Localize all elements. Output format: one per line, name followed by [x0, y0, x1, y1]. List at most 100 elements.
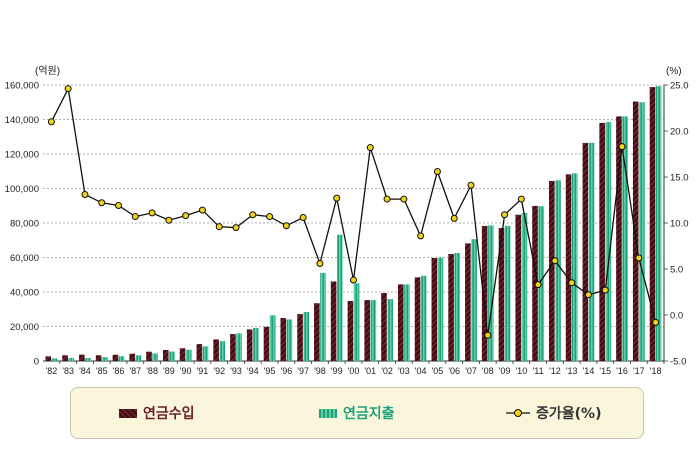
bar-expense — [169, 351, 175, 361]
rate-point — [383, 195, 391, 203]
rate-point — [249, 211, 257, 219]
rate-point — [584, 291, 592, 299]
x-tick-label: '06 — [448, 366, 460, 376]
y-left-tick-label: 80,000 — [10, 219, 39, 230]
bar-expense — [437, 257, 444, 361]
x-tick-label: '15 — [599, 366, 611, 376]
bar-expense — [118, 356, 125, 361]
bar-income — [179, 348, 186, 361]
bar-income — [297, 314, 303, 361]
bar-income — [565, 174, 572, 361]
rate-point — [618, 143, 626, 151]
bar-expense — [269, 315, 276, 361]
x-tick-label: '00 — [348, 366, 360, 376]
rate-point — [316, 259, 324, 267]
bar-income — [397, 284, 404, 361]
x-tick-label: '84 — [79, 366, 91, 376]
bar-income — [230, 334, 236, 361]
bar-expense — [152, 353, 158, 361]
bar-expense — [102, 357, 108, 361]
bar-income — [263, 326, 270, 361]
x-tick-label: '85 — [96, 366, 108, 376]
bar-income — [314, 303, 320, 361]
legend-swatch-income — [119, 408, 137, 418]
x-tick-label: '12 — [549, 366, 561, 376]
x-tick-label: '16 — [616, 366, 628, 376]
bar-income — [515, 214, 522, 361]
bar-expense — [51, 358, 58, 361]
legend-item-expense: 연금지출 — [319, 403, 395, 423]
bar-expense — [185, 349, 192, 361]
rate-point — [165, 216, 173, 224]
rate-point — [215, 223, 223, 231]
bar-expense — [202, 346, 209, 361]
bar-income — [79, 354, 85, 361]
bar-income — [582, 142, 589, 361]
bar-expense — [555, 180, 561, 361]
rate-point — [350, 276, 357, 284]
rate-point — [366, 144, 374, 152]
x-tick-label: '18 — [650, 366, 662, 376]
bar-income — [431, 258, 438, 361]
bar-expense — [286, 319, 293, 361]
bar-income — [649, 87, 656, 361]
y-left-tick-label: 20,000 — [10, 322, 39, 333]
bar-income — [146, 351, 152, 361]
bar-expense — [420, 275, 427, 361]
bar-expense — [337, 234, 343, 361]
rate-point — [333, 194, 341, 202]
rate-line — [50, 86, 657, 336]
bar-expense — [588, 142, 595, 361]
x-tick-label: '17 — [633, 366, 645, 376]
rate-point — [64, 85, 72, 93]
legend-item-income: 연금수입 — [119, 403, 195, 423]
rate-point — [417, 232, 425, 240]
rate-point — [98, 199, 106, 207]
x-tick-label: '82 — [46, 366, 58, 376]
bar-expense — [253, 327, 259, 361]
rate-point — [501, 211, 509, 219]
legend-item-rate: 증가율(%) — [506, 403, 601, 423]
y-right-tick-label: 10.0 — [670, 219, 689, 230]
bar-expense — [135, 355, 142, 361]
bar-income — [364, 300, 370, 361]
rate-point — [400, 195, 408, 203]
rate-point — [534, 281, 542, 289]
legend-label-income: 연금수입 — [143, 406, 195, 422]
x-tick-label: '09 — [499, 366, 511, 376]
legend-label-rate: 증가율(%) — [536, 406, 602, 422]
bar-income — [129, 353, 136, 361]
y-left-tick-label: 60,000 — [10, 253, 39, 264]
x-tick-label: '01 — [364, 366, 376, 376]
bar-income — [465, 243, 471, 361]
rate-point — [484, 331, 492, 339]
rate-point — [517, 195, 525, 203]
y-right-tick-label: 25.0 — [670, 81, 689, 92]
x-tick-label: '92 — [213, 366, 225, 376]
y-right-tick-label: 0.0 — [670, 311, 683, 322]
bar-expense — [571, 173, 578, 361]
bar-income — [347, 300, 354, 361]
bar-income — [213, 339, 219, 361]
bar-income — [381, 293, 387, 361]
bar-expense — [605, 122, 612, 362]
bar-income — [599, 122, 605, 361]
x-tick-label: '95 — [264, 366, 276, 376]
rate-point — [198, 206, 206, 214]
bar-expense — [219, 341, 226, 361]
x-tick-label: '04 — [415, 366, 427, 376]
bar-income — [414, 277, 421, 361]
rate-point — [148, 209, 156, 217]
rate-point — [450, 214, 458, 222]
bar-expense — [320, 272, 326, 361]
bar-income — [448, 254, 454, 361]
bar-expense — [655, 86, 662, 362]
legend-swatch-expense — [319, 408, 337, 418]
y-left-tick-label: 160,000 — [5, 81, 39, 92]
bar-income — [632, 101, 639, 361]
bar-expense — [488, 225, 494, 361]
bar-expense — [504, 225, 511, 361]
x-tick-label: '94 — [247, 366, 259, 376]
rate-point — [282, 222, 290, 230]
bar-income — [196, 344, 203, 361]
